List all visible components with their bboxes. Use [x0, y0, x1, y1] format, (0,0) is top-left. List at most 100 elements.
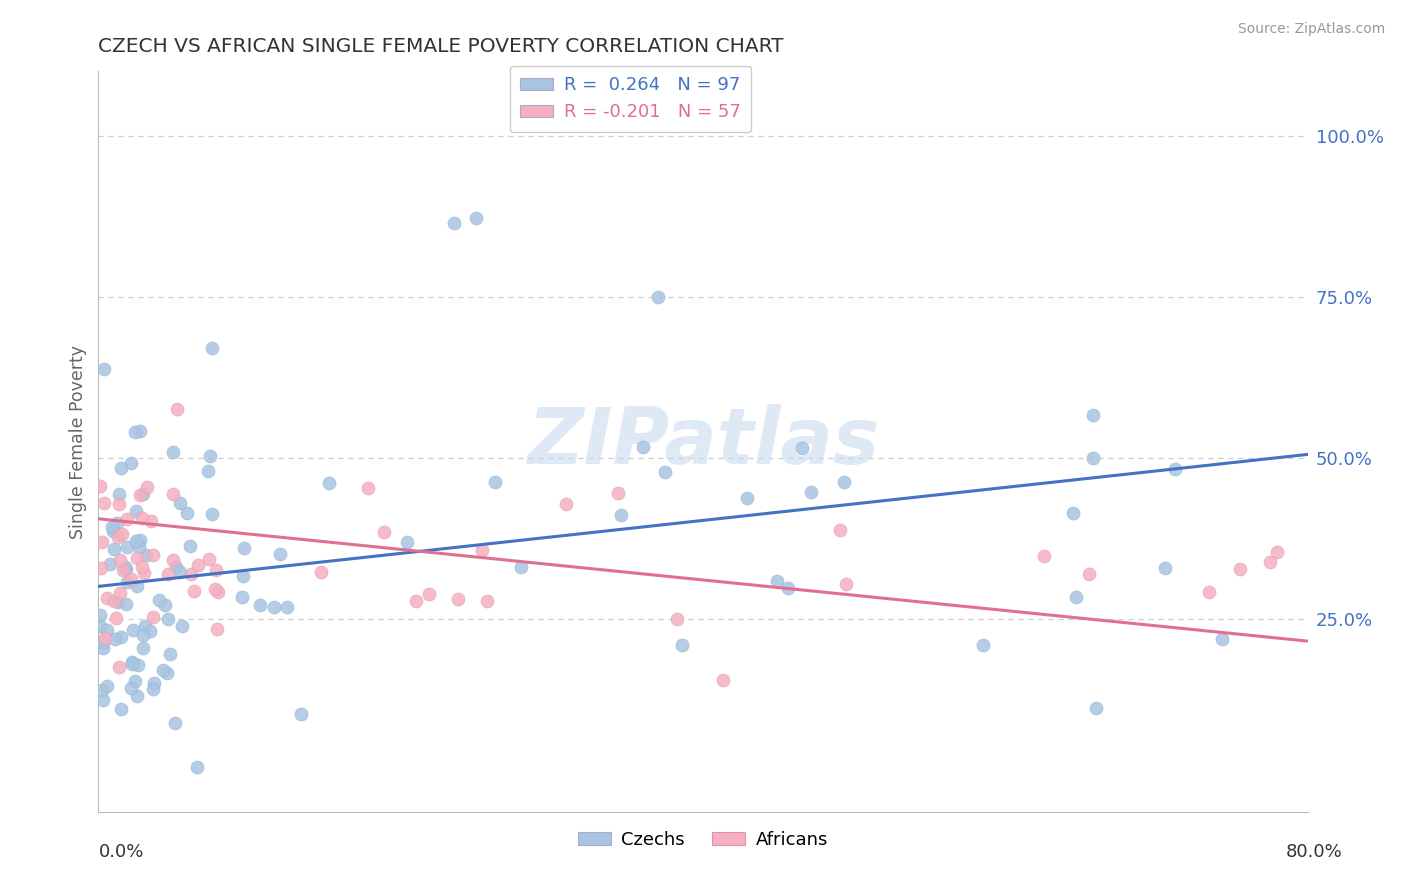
Point — [93, 496, 115, 510]
Point — [471, 543, 494, 558]
Point — [166, 402, 188, 417]
Point — [790, 441, 813, 455]
Point — [318, 475, 340, 490]
Text: ZIPatlas: ZIPatlas — [527, 403, 879, 480]
Point — [165, 560, 187, 574]
Point — [766, 574, 789, 588]
Point — [165, 715, 187, 730]
Point — [666, 612, 689, 626]
Point — [107, 530, 129, 544]
Point — [108, 487, 131, 501]
Point — [176, 506, 198, 520]
Legend: Czechs, Africans: Czechs, Africans — [571, 823, 835, 856]
Point — [152, 663, 174, 677]
Point — [1032, 549, 1054, 563]
Point — [1198, 585, 1220, 599]
Point — [1229, 562, 1251, 576]
Point — [169, 496, 191, 510]
Point — [179, 539, 201, 553]
Point — [132, 487, 155, 501]
Point — [148, 593, 170, 607]
Point — [249, 599, 271, 613]
Point — [631, 440, 654, 454]
Point — [1078, 567, 1101, 582]
Point — [101, 519, 124, 533]
Point — [90, 535, 112, 549]
Point — [139, 515, 162, 529]
Point — [131, 511, 153, 525]
Point — [108, 585, 131, 599]
Point — [446, 592, 468, 607]
Point — [89, 479, 111, 493]
Point — [1081, 408, 1104, 422]
Point — [129, 533, 152, 547]
Point — [800, 485, 823, 500]
Point — [1258, 555, 1281, 569]
Point — [172, 618, 194, 632]
Point — [204, 582, 226, 596]
Point — [1164, 461, 1187, 475]
Point — [91, 635, 114, 649]
Point — [120, 572, 142, 586]
Point — [90, 561, 112, 575]
Point — [96, 623, 118, 637]
Point — [134, 566, 156, 580]
Point — [103, 594, 125, 608]
Point — [972, 638, 994, 652]
Point — [654, 466, 676, 480]
Point — [125, 533, 148, 548]
Point — [117, 574, 139, 589]
Point — [100, 557, 122, 571]
Point — [290, 706, 312, 721]
Point — [115, 541, 138, 555]
Point — [276, 600, 298, 615]
Point — [94, 631, 117, 645]
Point — [108, 553, 131, 567]
Point — [555, 497, 578, 511]
Point — [117, 511, 139, 525]
Point — [142, 682, 165, 697]
Point — [108, 497, 131, 511]
Point — [128, 540, 150, 554]
Text: 80.0%: 80.0% — [1286, 843, 1343, 861]
Point — [124, 425, 146, 439]
Point — [356, 482, 378, 496]
Point — [183, 584, 205, 599]
Point — [132, 641, 155, 656]
Point — [405, 594, 427, 608]
Point — [124, 674, 146, 689]
Point — [124, 504, 146, 518]
Point — [121, 657, 143, 671]
Point — [205, 622, 228, 636]
Point — [110, 461, 132, 475]
Point — [105, 611, 128, 625]
Point — [1062, 506, 1084, 520]
Point — [110, 702, 132, 716]
Point — [465, 211, 488, 226]
Point — [232, 541, 254, 555]
Point — [1081, 450, 1104, 465]
Point — [197, 465, 219, 479]
Text: CZECH VS AFRICAN SINGLE FEMALE POVERTY CORRELATION CHART: CZECH VS AFRICAN SINGLE FEMALE POVERTY C… — [98, 37, 785, 56]
Point — [735, 491, 758, 506]
Point — [835, 577, 858, 591]
Point — [610, 508, 633, 522]
Point — [832, 475, 855, 490]
Point — [231, 591, 253, 605]
Point — [111, 563, 134, 577]
Point — [180, 567, 202, 582]
Point — [269, 547, 291, 561]
Point — [111, 527, 134, 541]
Point — [114, 560, 136, 574]
Point — [142, 609, 165, 624]
Point — [103, 541, 125, 556]
Point — [90, 683, 112, 698]
Point — [162, 553, 184, 567]
Point — [198, 449, 221, 463]
Point — [93, 362, 115, 376]
Point — [484, 475, 506, 489]
Point — [418, 587, 440, 601]
Point — [201, 341, 224, 355]
Point — [125, 551, 148, 566]
Point — [89, 619, 111, 633]
